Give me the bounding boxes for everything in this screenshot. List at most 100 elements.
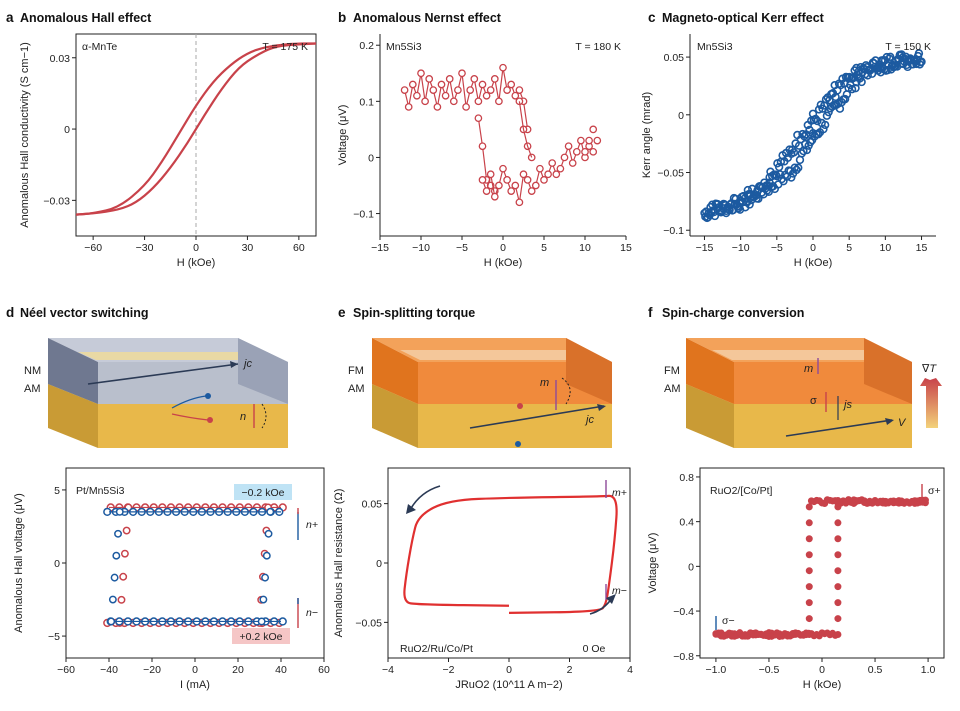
fm-layer-inner: [712, 350, 890, 360]
data-point: [503, 86, 511, 94]
y-tick-label: 0.4: [679, 517, 694, 529]
voltage-point: [805, 519, 813, 527]
sigma-label: σ: [810, 395, 817, 407]
x-tick-label: −1.0: [706, 664, 727, 676]
x-tick-label: 15: [620, 242, 632, 254]
layer-am-label: AM: [24, 383, 41, 395]
data-point: [536, 164, 544, 173]
panel-c-title: Magneto-optical Kerr effect: [662, 11, 825, 25]
x-axis-label: H (kOe): [484, 257, 523, 269]
y-axis-label: Anomalous Hall conductivity (S cm−1): [19, 42, 31, 228]
voltage-point: [834, 567, 842, 575]
x-tick-label: −5: [456, 242, 468, 254]
x-tick-label: −40: [100, 664, 118, 676]
x-tick-label: 40: [275, 664, 287, 676]
sigma-minus-label: σ−: [722, 615, 735, 627]
gradient-label: ∇T: [921, 363, 937, 375]
spin-dot-red: [517, 403, 523, 409]
y-tick-label: 0.05: [362, 499, 383, 511]
data-point: [507, 187, 516, 195]
panel-e-sample: RuO2/Ru/Co/Pt: [400, 643, 473, 655]
hysteresis-branch-1: [75, 42, 317, 216]
panel-a-material: α-MnTe: [82, 41, 117, 53]
data-point: [564, 142, 573, 151]
x-tick-label: −5: [771, 242, 783, 254]
data-point: [437, 80, 446, 89]
x-axis-label: JRuO2 (10^11 A m−2): [455, 679, 562, 691]
kerr-point: [823, 93, 832, 102]
y-axis-label: Kerr angle (mrad): [641, 92, 653, 178]
blue-series-switch-point: [115, 507, 124, 516]
blue-series-switch-point: [259, 595, 268, 604]
y-tick-label: −0.8: [673, 651, 694, 663]
data-point: [577, 136, 585, 145]
kerr-point: [765, 173, 774, 182]
x-tick-label: 0: [506, 664, 512, 676]
x-tick-label: 60: [318, 664, 330, 676]
voltage-point: [805, 551, 813, 559]
y-tick-label: −0.05: [355, 617, 382, 629]
nm-layer-right: [238, 338, 288, 404]
layer-fm-label: FM: [664, 365, 680, 377]
data-point: [474, 97, 483, 106]
data-point: [445, 75, 454, 83]
legend-positive-field: +0.2 kOe: [240, 631, 283, 643]
data-point: [433, 103, 442, 111]
y-tick-label: 0: [54, 558, 60, 570]
current-arrow-head: [230, 361, 238, 368]
voltage-point: [834, 615, 842, 623]
x-tick-label: −0.5: [759, 664, 780, 676]
data-point: [515, 198, 524, 207]
fm-layer-left: [686, 338, 734, 404]
kerr-point: [718, 203, 727, 213]
data-point: [560, 153, 569, 162]
panel-b-temperature: T = 180 K: [575, 41, 621, 53]
red-series-switch-point: [122, 526, 131, 535]
red-series-switch-point: [120, 549, 129, 558]
data-point: [421, 97, 429, 106]
data-point: [495, 181, 503, 190]
data-point: [454, 86, 462, 94]
data-point: [462, 103, 470, 111]
y-tick-label: 0.03: [50, 53, 71, 65]
data-point: [589, 125, 598, 134]
x-tick-label: 0: [810, 242, 816, 254]
data-point: [425, 75, 434, 83]
data-point: [413, 91, 421, 100]
data-point: [503, 176, 511, 184]
kerr-point: [885, 54, 894, 63]
y-axis-label: Voltage (μV): [337, 105, 349, 166]
panel-e-field: 0 Oe: [583, 643, 606, 655]
data-point: [482, 91, 491, 100]
spin-path-red: [171, 413, 209, 421]
x-tick-label: 4: [627, 664, 633, 676]
x-tick-label: 30: [242, 242, 254, 254]
x-axis-label: I (mA): [180, 679, 210, 691]
x-axis-label: H (kOe): [803, 679, 842, 691]
voltage-point: [834, 503, 842, 511]
x-tick-label: 1.0: [921, 664, 936, 676]
schematic-spin-charge: FM AM m σ js V ∇T: [664, 338, 942, 448]
kerr-point: [814, 130, 823, 139]
panel-a-title: Anomalous Hall effect: [20, 11, 152, 25]
x-tick-label: −15: [696, 242, 714, 254]
fm-layer-inner: [400, 350, 590, 360]
voltage-label: V: [898, 417, 907, 429]
chart-spin-splitting-torque: −4 −2 0 2 4 −0.05 0 0.05 JRuO2 (10^11 A m−2) Anom…: [333, 467, 633, 691]
data-point: [429, 86, 438, 94]
kerr-point: [850, 66, 859, 75]
data-point: [458, 69, 466, 78]
fm-layer-left: [372, 338, 418, 404]
data-point: [589, 147, 598, 156]
n-minus-label: n−: [306, 607, 318, 619]
y-tick-label: 0.2: [359, 40, 374, 52]
x-tick-label: 0.5: [868, 664, 883, 676]
data-point: [515, 86, 524, 94]
temperature-gradient-arrow: [920, 378, 942, 428]
sweep-arrow-top-head: [406, 504, 416, 514]
legend-negative-field: −0.2 kOe: [242, 487, 285, 499]
data-point: [527, 187, 536, 195]
blue-series-switch-point: [114, 529, 122, 538]
am-layer-front: [418, 404, 612, 448]
blue-series-switch-point: [266, 507, 275, 516]
